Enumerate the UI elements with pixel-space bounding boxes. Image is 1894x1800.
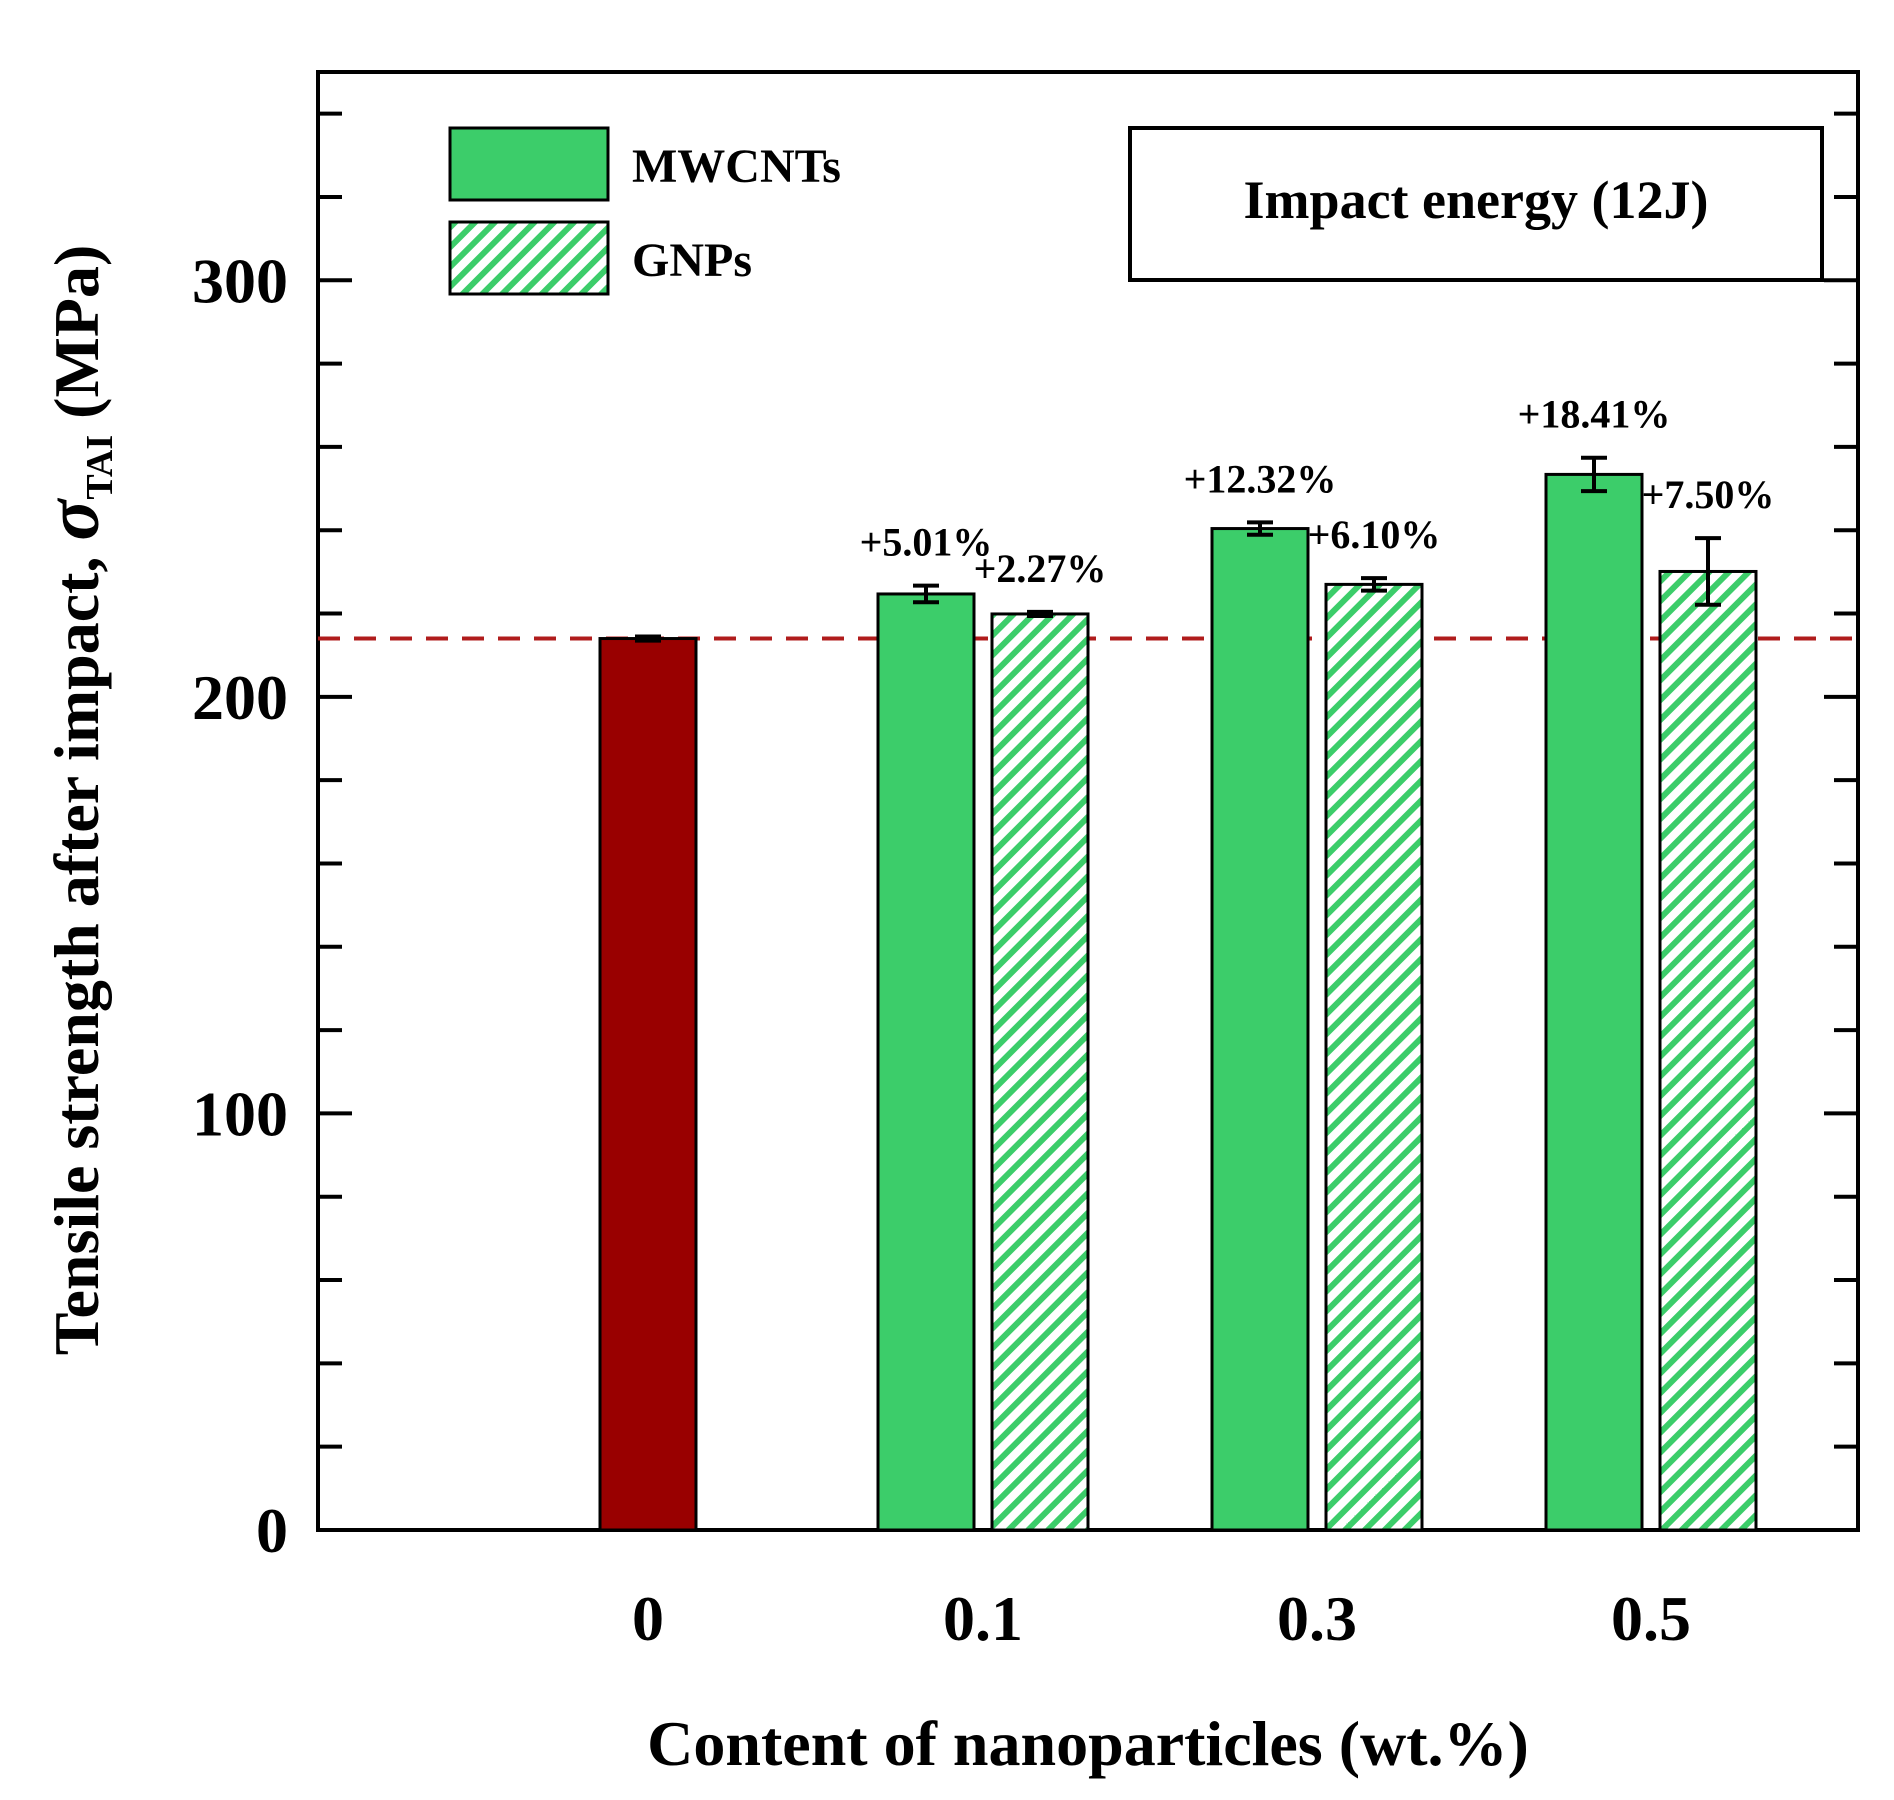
x-axis-title: Content of nanoparticles (wt.%): [647, 1708, 1529, 1779]
percent-labels-group: +5.01%+2.27% +12.32% +6.10% +18.41% +7.50%: [860, 392, 1775, 591]
legend-swatch-gnps: [448, 220, 610, 296]
bar-mwcnts-0.5: [1544, 472, 1644, 1532]
x-tick-label: 0.3: [1277, 1583, 1357, 1654]
percent-label: +18.41%: [1518, 392, 1671, 437]
y-ticks-group: 0 100 200 300: [192, 111, 1858, 1566]
bar-mwcnts-0.3: [1210, 527, 1310, 1532]
y-axis-title-unit: (MPa): [41, 245, 112, 435]
bar-mwcnts-0.1: [876, 592, 976, 1532]
error-bars-group: [635, 455, 1721, 643]
percent-label: +12.32%: [1184, 456, 1337, 501]
y-axis-title: Tensile strength after impact, σTAI (MPa…: [31, 245, 121, 1356]
legend-label-mwcnts: MWCNTs: [632, 140, 841, 193]
percent-label: +5.01%: [860, 520, 993, 565]
x-ticks-group: 0 0.1 0.3 0.5: [632, 1583, 1691, 1654]
x-tick-label: 0: [632, 1583, 664, 1654]
legend: MWCNTs GNPs: [448, 126, 841, 296]
y-axis-title-symbol: σ: [31, 498, 115, 541]
bar-gnps-0.1: [990, 612, 1090, 1532]
y-tick-label: 200: [192, 662, 288, 733]
percent-label: +7.50%: [1642, 472, 1775, 517]
bars-group: [598, 472, 1758, 1532]
y-tick-label: 100: [192, 1078, 288, 1149]
percent-label: +6.10%: [1308, 512, 1441, 557]
annotation-box: Impact energy (12J): [1128, 126, 1824, 282]
percent-label: +2.27%: [974, 546, 1107, 591]
bar-gnps-0.3: [1324, 582, 1424, 1532]
bar-neat-0: [598, 637, 698, 1532]
annotation-box-frame: [1128, 126, 1824, 282]
y-axis-title-subscript: TAI: [79, 435, 121, 500]
y-axis-title-main: Tensile strength after impact,: [41, 541, 112, 1356]
bar-gnps-0.5: [1658, 569, 1758, 1532]
legend-swatch-mwcnts: [448, 126, 610, 202]
x-tick-label: 0.5: [1611, 1583, 1691, 1654]
legend-label-gnps: GNPs: [632, 234, 752, 287]
y-tick-label: 300: [192, 245, 288, 316]
annotation-box-text: Impact energy (12J): [1244, 170, 1709, 230]
y-tick-label: 0: [256, 1495, 288, 1566]
x-tick-label: 0.1: [943, 1583, 1023, 1654]
